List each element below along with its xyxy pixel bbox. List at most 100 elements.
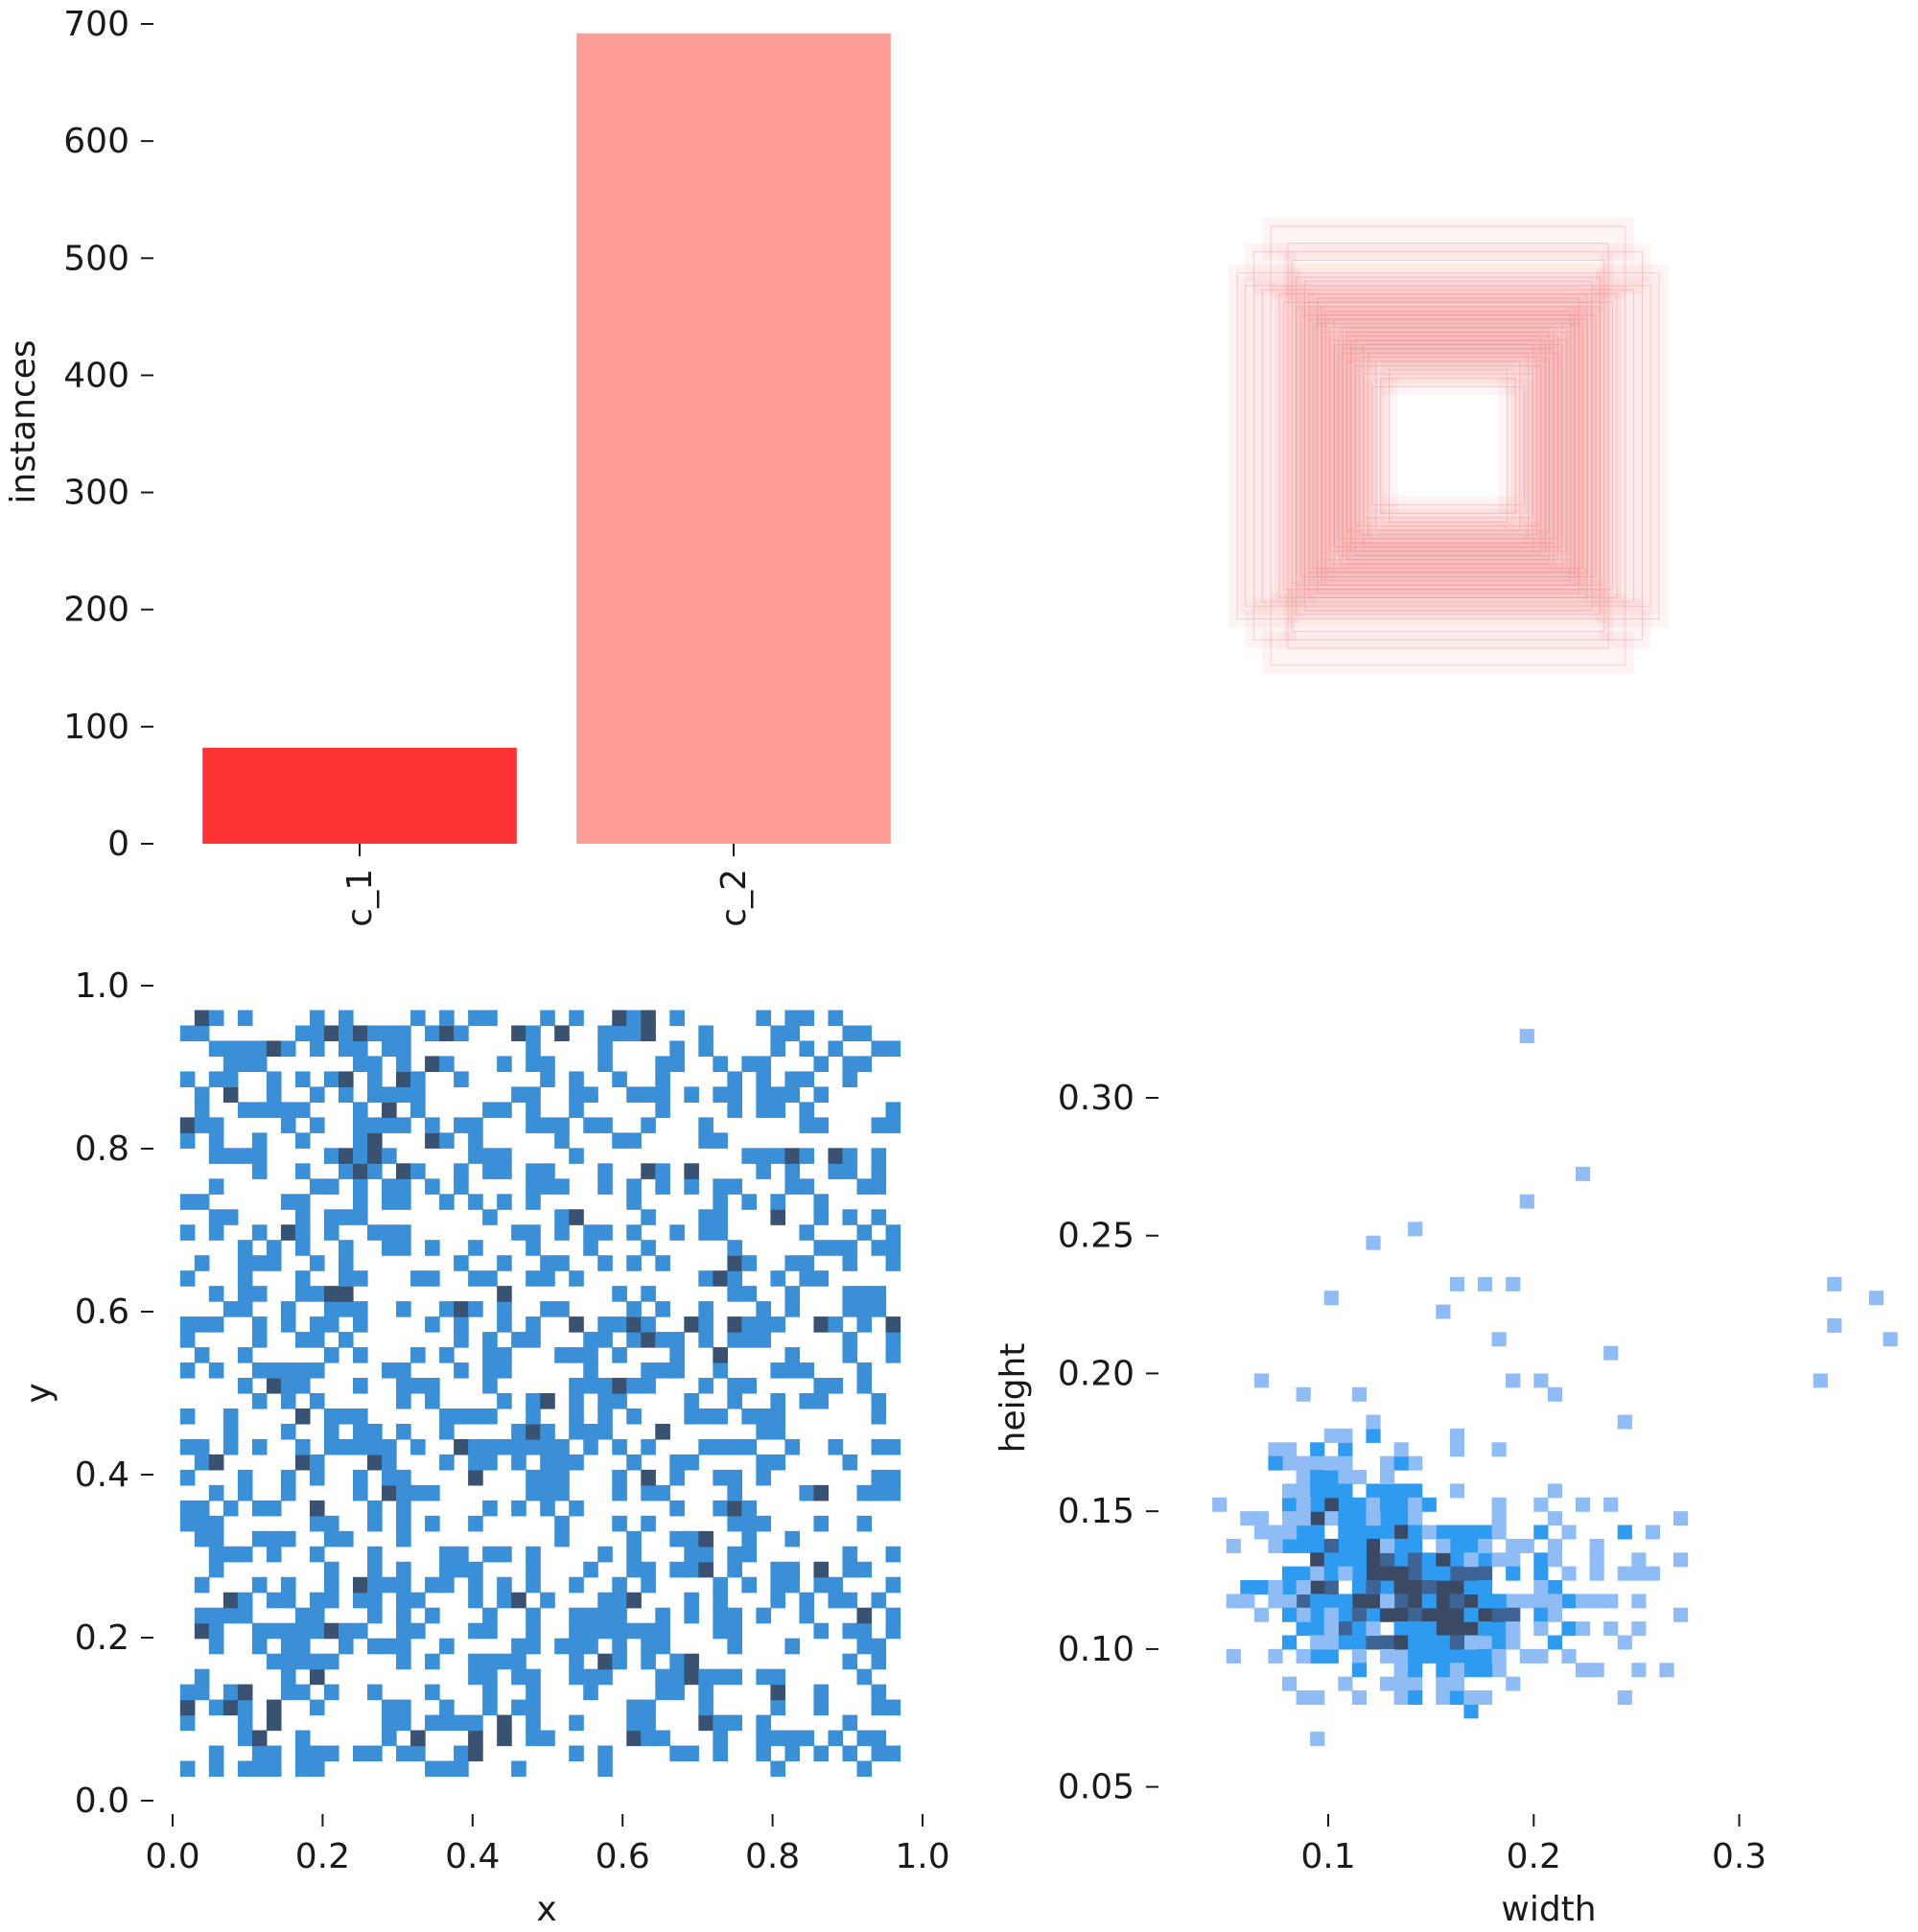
wh-heatmap-cell: [1478, 1663, 1493, 1678]
xy-heatmap-cell: [382, 1576, 397, 1594]
xy-heatmap-cell: [454, 1301, 469, 1317]
xy-heatmap-cell: [194, 1102, 210, 1118]
xy-heatmap-cell: [540, 1056, 555, 1073]
bar-chart-ytick-label: 100: [63, 708, 129, 747]
xy-heatmap-cell: [222, 1301, 239, 1317]
xy-heatmap-cell: [425, 1653, 440, 1670]
xy-heatmap-cell: [871, 1040, 887, 1058]
wh-heatmap-cell: [1296, 1566, 1311, 1581]
xy-heatmap-cell: [784, 1438, 801, 1455]
xy-heatmap-cell: [684, 1592, 699, 1609]
xy-heatmap-cell: [208, 1286, 224, 1302]
xy-heatmap-cell: [396, 1745, 411, 1762]
wh-heatmap-cell: [1393, 1483, 1409, 1499]
xy-heatmap-cell: [266, 1745, 282, 1762]
xy-heatmap-cell: [222, 1086, 239, 1103]
wh-heatmap-cell: [1533, 1580, 1549, 1595]
xy-heatmap-cell: [511, 1653, 526, 1670]
xy-heatmap-cell: [612, 1515, 627, 1532]
xy-heatmap-cell: [410, 1484, 426, 1501]
xy-heatmap-cell: [309, 1010, 325, 1027]
wh-heatmap-cell: [1491, 1442, 1507, 1457]
xy-heatmap-cell: [352, 1576, 368, 1594]
xy-heatmap-cell: [237, 1347, 253, 1363]
wh-heatmap-cell: [1533, 1497, 1549, 1512]
xy-heatmap-cell: [251, 1224, 268, 1241]
xy-heatmap-cell: [309, 1592, 325, 1609]
xy-heatmap-cell: [425, 1576, 440, 1594]
wh-heatmap-cell: [1408, 1222, 1423, 1237]
xy-heatmap-cell: [410, 1438, 426, 1455]
xy-heatmap-cell: [497, 1255, 512, 1271]
xy-heatmap-cell: [813, 1270, 830, 1287]
bounding-box-outline: [1363, 343, 1533, 548]
xy-heatmap-cell: [741, 1332, 757, 1348]
xy-heatmap-cell: [425, 1270, 440, 1287]
xy-heatmap-cell: [439, 1194, 455, 1210]
wh-heatmap-cell: [1282, 1566, 1298, 1581]
xy-heatmap-xtick-label: 1.0: [895, 1837, 949, 1876]
bounding-box-outline: [1367, 352, 1530, 540]
xy-heatmap-cell: [309, 1515, 325, 1532]
xy-heatmap-cell: [626, 1086, 642, 1103]
xy-heatmap-cell: [237, 1730, 253, 1747]
bounding-box-outline: [1308, 318, 1588, 573]
xy-heatmap-cell: [684, 1408, 699, 1425]
xy-heatmap-cell: [425, 1393, 440, 1409]
wh-heatmap-cell: [1478, 1635, 1493, 1650]
xy-heatmap-cell: [727, 1378, 742, 1394]
xy-heatmap-cell: [410, 1086, 426, 1103]
xy-heatmap-cell: [410, 1730, 426, 1747]
wh-heatmap-cell: [1310, 1483, 1325, 1499]
xy-heatmap-cell: [323, 1025, 339, 1042]
wh-heatmap-cell: [1561, 1525, 1577, 1540]
xy-heatmap-cell: [222, 1684, 239, 1701]
xy-heatmap-cell: [352, 1316, 368, 1333]
wh-heatmap-cell: [1366, 1580, 1381, 1595]
xy-heatmap-cell: [713, 1469, 728, 1486]
xy-heatmap-cell: [684, 1163, 699, 1179]
xy-heatmap-cell: [641, 1469, 656, 1486]
wh-heatmap-cell: [1323, 1497, 1339, 1512]
xy-heatmap-cell: [194, 1347, 210, 1363]
xy-heatmap-cell: [799, 1607, 815, 1624]
xy-heatmap-cell: [323, 1653, 339, 1670]
xy-heatmap-cell: [251, 1286, 268, 1302]
wh-heatmap-cell: [1351, 1511, 1368, 1526]
wh-heatmap-cell: [1561, 1621, 1577, 1637]
wh-heatmap-cell: [1463, 1690, 1479, 1705]
wh-heatmap-cell: [1310, 1497, 1325, 1512]
xy-heatmap-cell: [828, 1592, 844, 1609]
xy-heatmap-cell: [208, 1010, 224, 1027]
wh-heatmap-cell: [1268, 1594, 1283, 1609]
xy-heatmap-ytick-label: 0.2: [75, 1618, 129, 1658]
xy-heatmap-cell: [569, 1071, 584, 1087]
wh-heatmap-cell: [1533, 1594, 1549, 1609]
bounding-box-outline: [1345, 331, 1551, 561]
xy-heatmap-cell: [266, 1592, 282, 1609]
xy-heatmap-cell: [828, 1730, 844, 1747]
xy-heatmap-cell: [323, 1592, 339, 1609]
xy-heatmap-cell: [280, 1638, 296, 1655]
xy-heatmap-cell: [885, 1255, 901, 1271]
xy-heatmap-ytick-label: 1.0: [75, 966, 129, 1006]
xy-heatmap-cell: [684, 1086, 699, 1103]
xy-heatmap-cell: [294, 1408, 311, 1425]
xy-heatmap-cell: [338, 1622, 354, 1640]
xy-heatmap-cell: [439, 1454, 455, 1471]
xy-heatmap-cell: [741, 1286, 757, 1302]
xy-heatmap-cell: [569, 1576, 584, 1594]
xy-heatmap-cell: [799, 1117, 815, 1133]
wh-heatmap-cell: [1268, 1648, 1283, 1664]
wh-heatmap-cell: [1366, 1607, 1381, 1622]
xy-heatmap-cell: [208, 1148, 224, 1164]
xy-heatmap-cell: [885, 1745, 901, 1762]
wh-heatmap-cell: [1323, 1470, 1339, 1485]
bounding-box: [1321, 332, 1576, 560]
xy-heatmap-cell: [237, 1684, 253, 1701]
wh-heatmap-cell: [1380, 1470, 1395, 1485]
xy-heatmap-cell: [294, 1362, 311, 1379]
xy-heatmap-cell: [813, 1699, 830, 1716]
wh-heatmap-cell: [1506, 1607, 1521, 1622]
xy-heatmap-cell: [222, 1500, 239, 1517]
